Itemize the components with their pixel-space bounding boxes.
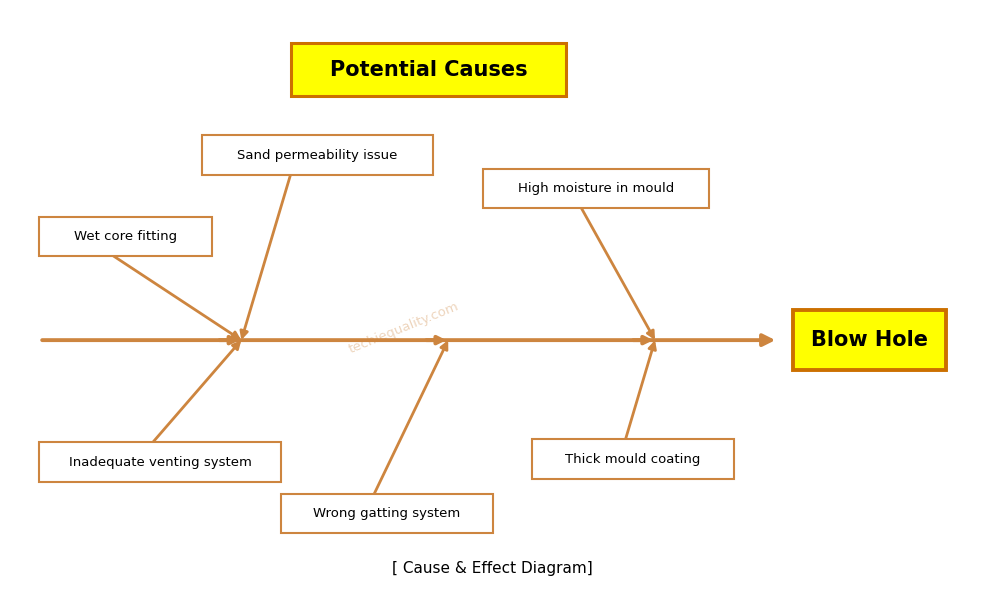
Text: Potential Causes: Potential Causes	[330, 60, 527, 80]
FancyBboxPatch shape	[793, 310, 946, 370]
FancyBboxPatch shape	[532, 439, 734, 479]
FancyBboxPatch shape	[291, 43, 566, 96]
FancyBboxPatch shape	[281, 494, 492, 533]
Text: Wet core fitting: Wet core fitting	[74, 230, 177, 243]
Text: Wrong gatting system: Wrong gatting system	[313, 507, 460, 520]
FancyBboxPatch shape	[202, 135, 433, 175]
Text: Inadequate venting system: Inadequate venting system	[69, 456, 251, 468]
Text: Sand permeability issue: Sand permeability issue	[237, 149, 398, 161]
FancyBboxPatch shape	[483, 169, 709, 208]
FancyBboxPatch shape	[39, 217, 212, 256]
Text: [ Cause & Effect Diagram]: [ Cause & Effect Diagram]	[392, 562, 593, 576]
Text: High moisture in mould: High moisture in mould	[518, 182, 674, 194]
Text: techiequality.com: techiequality.com	[347, 300, 461, 356]
Text: Blow Hole: Blow Hole	[811, 330, 928, 350]
FancyBboxPatch shape	[39, 442, 281, 482]
Text: Thick mould coating: Thick mould coating	[565, 453, 700, 465]
